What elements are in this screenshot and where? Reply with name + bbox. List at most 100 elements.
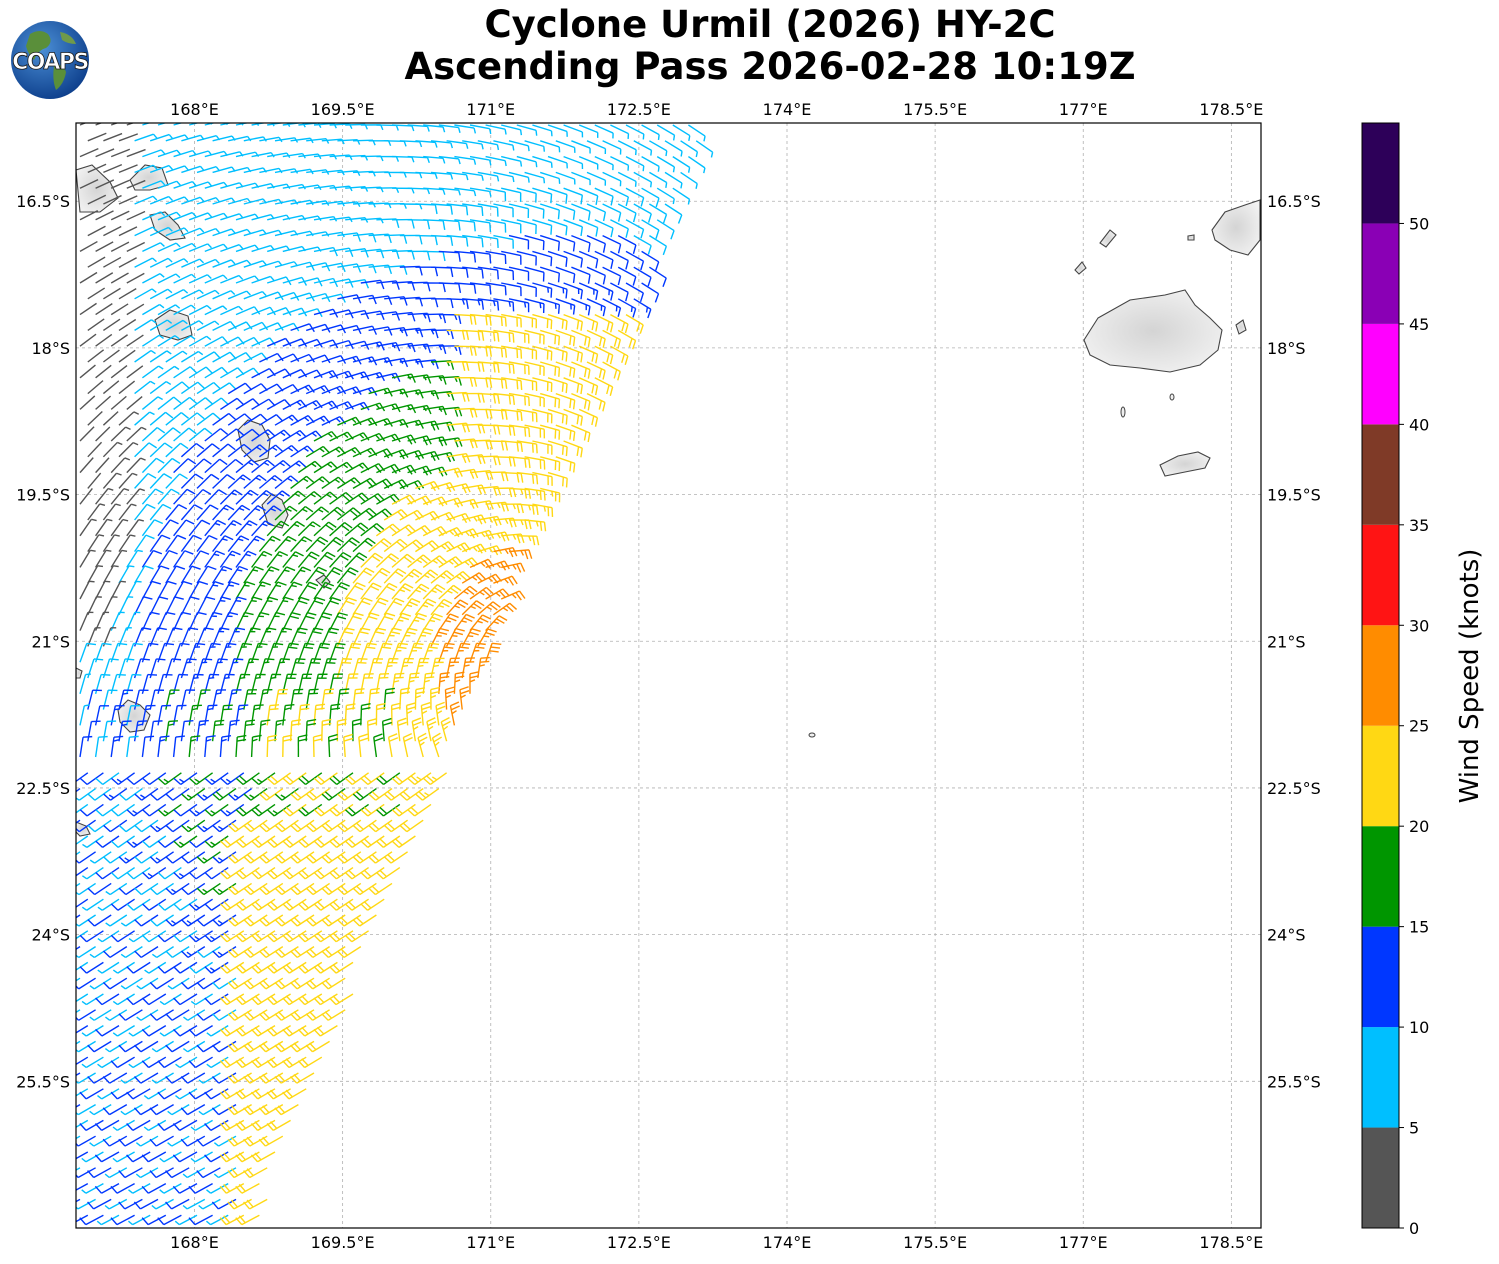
wind-barb xyxy=(407,583,430,600)
wind-barb xyxy=(126,488,145,505)
wind-barb xyxy=(524,329,545,345)
wind-barb xyxy=(112,1025,135,1037)
wind-barb xyxy=(259,788,284,801)
wind-barb xyxy=(76,851,96,864)
islet xyxy=(1120,406,1126,418)
wind-barb xyxy=(430,329,454,340)
wind-barb xyxy=(110,426,131,442)
wind-barb xyxy=(454,376,478,387)
wind-barb xyxy=(501,471,524,483)
wind-barb xyxy=(469,155,492,166)
wind-barb xyxy=(345,772,370,786)
wind-barb xyxy=(188,704,202,726)
wind-barb xyxy=(243,535,265,553)
wind-barb xyxy=(206,1025,229,1037)
wind-barb xyxy=(159,1025,182,1037)
wind-barb xyxy=(172,1119,198,1131)
wind-barb xyxy=(610,282,629,302)
wind-barb xyxy=(485,588,510,600)
wind-barb xyxy=(95,148,115,158)
wind-barb xyxy=(508,329,530,344)
map-title: Cyclone Urmil (2026) HY-2C Ascending Pas… xyxy=(0,4,1499,88)
wind-barb xyxy=(422,584,446,600)
wind-barb xyxy=(532,377,553,393)
wind-barb xyxy=(251,429,276,442)
wind-barb xyxy=(493,298,515,312)
wind-barb xyxy=(251,1025,276,1037)
wind-barb xyxy=(625,282,644,302)
wind-barb xyxy=(76,914,81,919)
wind-barb xyxy=(173,242,197,253)
wind-barb xyxy=(157,898,182,911)
wind-barb xyxy=(305,688,319,710)
wind-barb xyxy=(149,164,174,174)
wind-barb xyxy=(251,306,276,316)
wind-barb xyxy=(95,241,114,253)
wind-barb xyxy=(298,898,323,911)
wind-barb xyxy=(360,432,386,442)
wind-barb xyxy=(547,187,568,204)
wind-barb xyxy=(266,1025,291,1037)
wind-barb xyxy=(87,349,105,363)
wind-barb xyxy=(633,266,652,287)
wind-barb xyxy=(165,288,189,300)
wind-barb xyxy=(251,835,276,848)
wind-barb xyxy=(337,819,362,833)
wind-barb xyxy=(165,1167,190,1179)
wind-barb xyxy=(190,993,213,1006)
wind-barb xyxy=(87,318,105,331)
wind-barb xyxy=(165,350,188,363)
wind-barb xyxy=(258,1135,284,1147)
wind-barb xyxy=(120,1103,143,1116)
wind-barb xyxy=(259,882,284,896)
wind-barb xyxy=(188,458,212,474)
wind-barb xyxy=(321,788,346,801)
wind-barb xyxy=(196,719,209,742)
wind-barb xyxy=(95,772,120,786)
wind-barb xyxy=(136,977,159,990)
wind-barb xyxy=(485,560,510,571)
coaps-logo: COAPS xyxy=(11,21,90,99)
island xyxy=(1187,234,1195,241)
wind-barb xyxy=(76,1040,81,1045)
wind-barb xyxy=(79,704,90,726)
wind-barb xyxy=(446,452,471,464)
wind-barb xyxy=(227,689,242,710)
wind-barb xyxy=(430,140,454,149)
wind-barb xyxy=(297,551,320,568)
wind-barb xyxy=(501,155,523,167)
wind-barb xyxy=(227,504,251,521)
wind-barb xyxy=(180,1072,206,1084)
wind-barb xyxy=(204,930,229,943)
wind-barb xyxy=(141,427,166,442)
wind-barb xyxy=(430,657,445,679)
wind-barb xyxy=(266,835,291,848)
wind-barb xyxy=(251,803,276,817)
wind-barb xyxy=(430,266,454,278)
lat-tick-left: 25.5°S xyxy=(16,1072,70,1091)
wind-barb xyxy=(485,124,507,135)
lon-tick-bottom: 175.5°E xyxy=(903,1233,967,1252)
wind-barb xyxy=(127,1214,151,1226)
wind-barb xyxy=(102,1103,128,1116)
wind-barb xyxy=(143,1088,167,1100)
wind-barb xyxy=(493,171,515,183)
wind-barb xyxy=(571,424,591,443)
wind-barb xyxy=(399,539,424,553)
wind-barb xyxy=(524,487,546,501)
wind-barb xyxy=(368,326,393,336)
wind-barb xyxy=(134,946,159,959)
wind-barb xyxy=(235,734,247,758)
wind-barb xyxy=(422,613,443,631)
wind-barb xyxy=(196,227,220,237)
wind-barb xyxy=(227,882,252,896)
wind-barb xyxy=(204,735,216,758)
wind-barb xyxy=(110,272,129,284)
wind-barb xyxy=(110,549,128,568)
wind-barb xyxy=(462,329,485,341)
wind-barb xyxy=(102,565,119,584)
wind-barb xyxy=(563,124,584,138)
wind-barb xyxy=(641,219,660,239)
wind-barb xyxy=(188,961,213,974)
wind-barb xyxy=(610,124,630,140)
